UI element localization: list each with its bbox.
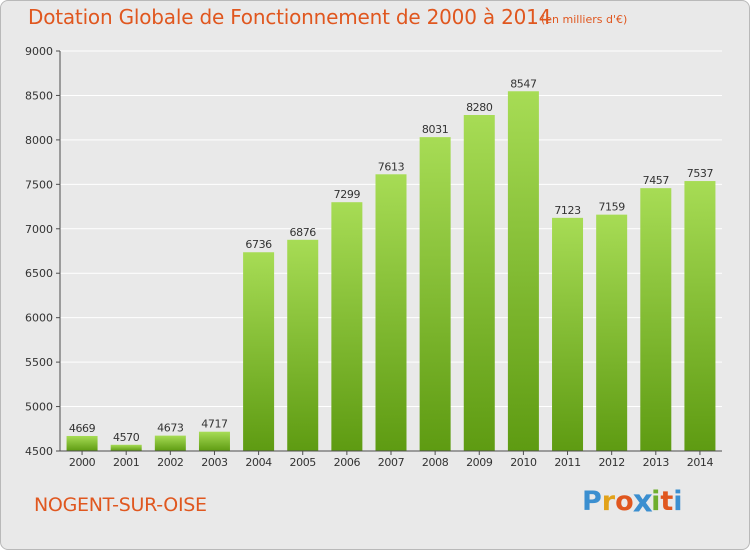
logo-letter: r — [601, 486, 616, 517]
data-label: 8547 — [510, 77, 537, 90]
data-label: 7457 — [643, 174, 670, 187]
x-tick-label: 2001 — [113, 456, 139, 469]
y-tick-label: 6500 — [25, 267, 53, 280]
bar — [507, 91, 539, 452]
data-labels: 4669 4570 4673 4717 6736 6876 7299 7613 8031 8280… — [69, 77, 714, 444]
logo-letter: t — [660, 486, 674, 517]
bar — [331, 202, 363, 451]
x-tick-label: 2002 — [157, 456, 183, 469]
bar — [463, 115, 495, 451]
logo-letter: i — [673, 486, 683, 517]
y-tick-label: 9000 — [25, 45, 53, 58]
x-tick-label: 2014 — [687, 456, 714, 469]
data-label: 6876 — [290, 226, 317, 239]
bar — [640, 188, 672, 451]
bar — [243, 252, 275, 451]
data-label: 7159 — [598, 201, 625, 214]
x-tick-label: 2007 — [378, 456, 405, 469]
x-tick-label: 2012 — [598, 456, 624, 469]
chart-subtitle: (en milliers d'€) — [541, 13, 628, 26]
proxiti-logo: Proxiti — [582, 483, 683, 520]
y-tick-label: 7500 — [25, 178, 53, 191]
data-label: 4669 — [69, 422, 96, 435]
bar — [684, 181, 716, 452]
data-label: 7613 — [378, 160, 405, 173]
bar — [419, 137, 451, 451]
chart-title: Dotation Globale de Fonctionnement de 20… — [28, 5, 552, 29]
bar — [596, 214, 628, 451]
y-tick-label: 4500 — [25, 445, 53, 458]
x-tick-label: 2013 — [643, 456, 670, 469]
y-tick-label: 5500 — [25, 356, 53, 369]
x-tick-label: 2009 — [466, 456, 493, 469]
data-label: 6736 — [245, 238, 272, 251]
bar — [154, 435, 186, 451]
x-tick-label: 2004 — [245, 456, 272, 469]
x-tick-label: 2006 — [334, 456, 361, 469]
data-label: 8031 — [422, 123, 448, 136]
data-label: 7123 — [554, 204, 581, 217]
bar — [287, 239, 319, 451]
data-label: 4717 — [201, 418, 228, 431]
x-tick-label: 2008 — [422, 456, 449, 469]
logo-letter: i — [651, 486, 661, 517]
y-tick-label: 5000 — [25, 401, 53, 414]
bar — [110, 444, 142, 451]
logo-letter: P — [582, 486, 602, 517]
logo-letter: x — [632, 483, 653, 520]
bar — [66, 435, 98, 451]
data-label: 4673 — [157, 422, 184, 435]
x-tick-label: 2010 — [510, 456, 537, 469]
logo-letter: o — [615, 486, 634, 517]
bar — [552, 217, 584, 451]
bar — [375, 174, 407, 452]
data-label: 7299 — [334, 188, 361, 201]
axes: 4500 5000 5500 6000 6500 7000 7500 8000 8500 9000… — [25, 45, 722, 469]
commune-name: NOGENT-SUR-OISE — [34, 494, 207, 516]
x-tick-label: 2000 — [69, 456, 96, 469]
x-tick-label: 2003 — [201, 456, 228, 469]
y-tick-label: 8500 — [25, 89, 53, 102]
y-tick-label: 8000 — [25, 134, 53, 147]
x-tick-label: 2005 — [290, 456, 317, 469]
y-tick-label: 7000 — [25, 223, 53, 236]
y-tick-label: 6000 — [25, 312, 53, 325]
x-tick-label: 2011 — [554, 456, 580, 469]
data-label: 4570 — [113, 431, 140, 444]
data-label: 7537 — [687, 167, 714, 180]
data-label: 8280 — [466, 101, 493, 114]
bar — [198, 431, 230, 451]
bars — [66, 91, 716, 452]
